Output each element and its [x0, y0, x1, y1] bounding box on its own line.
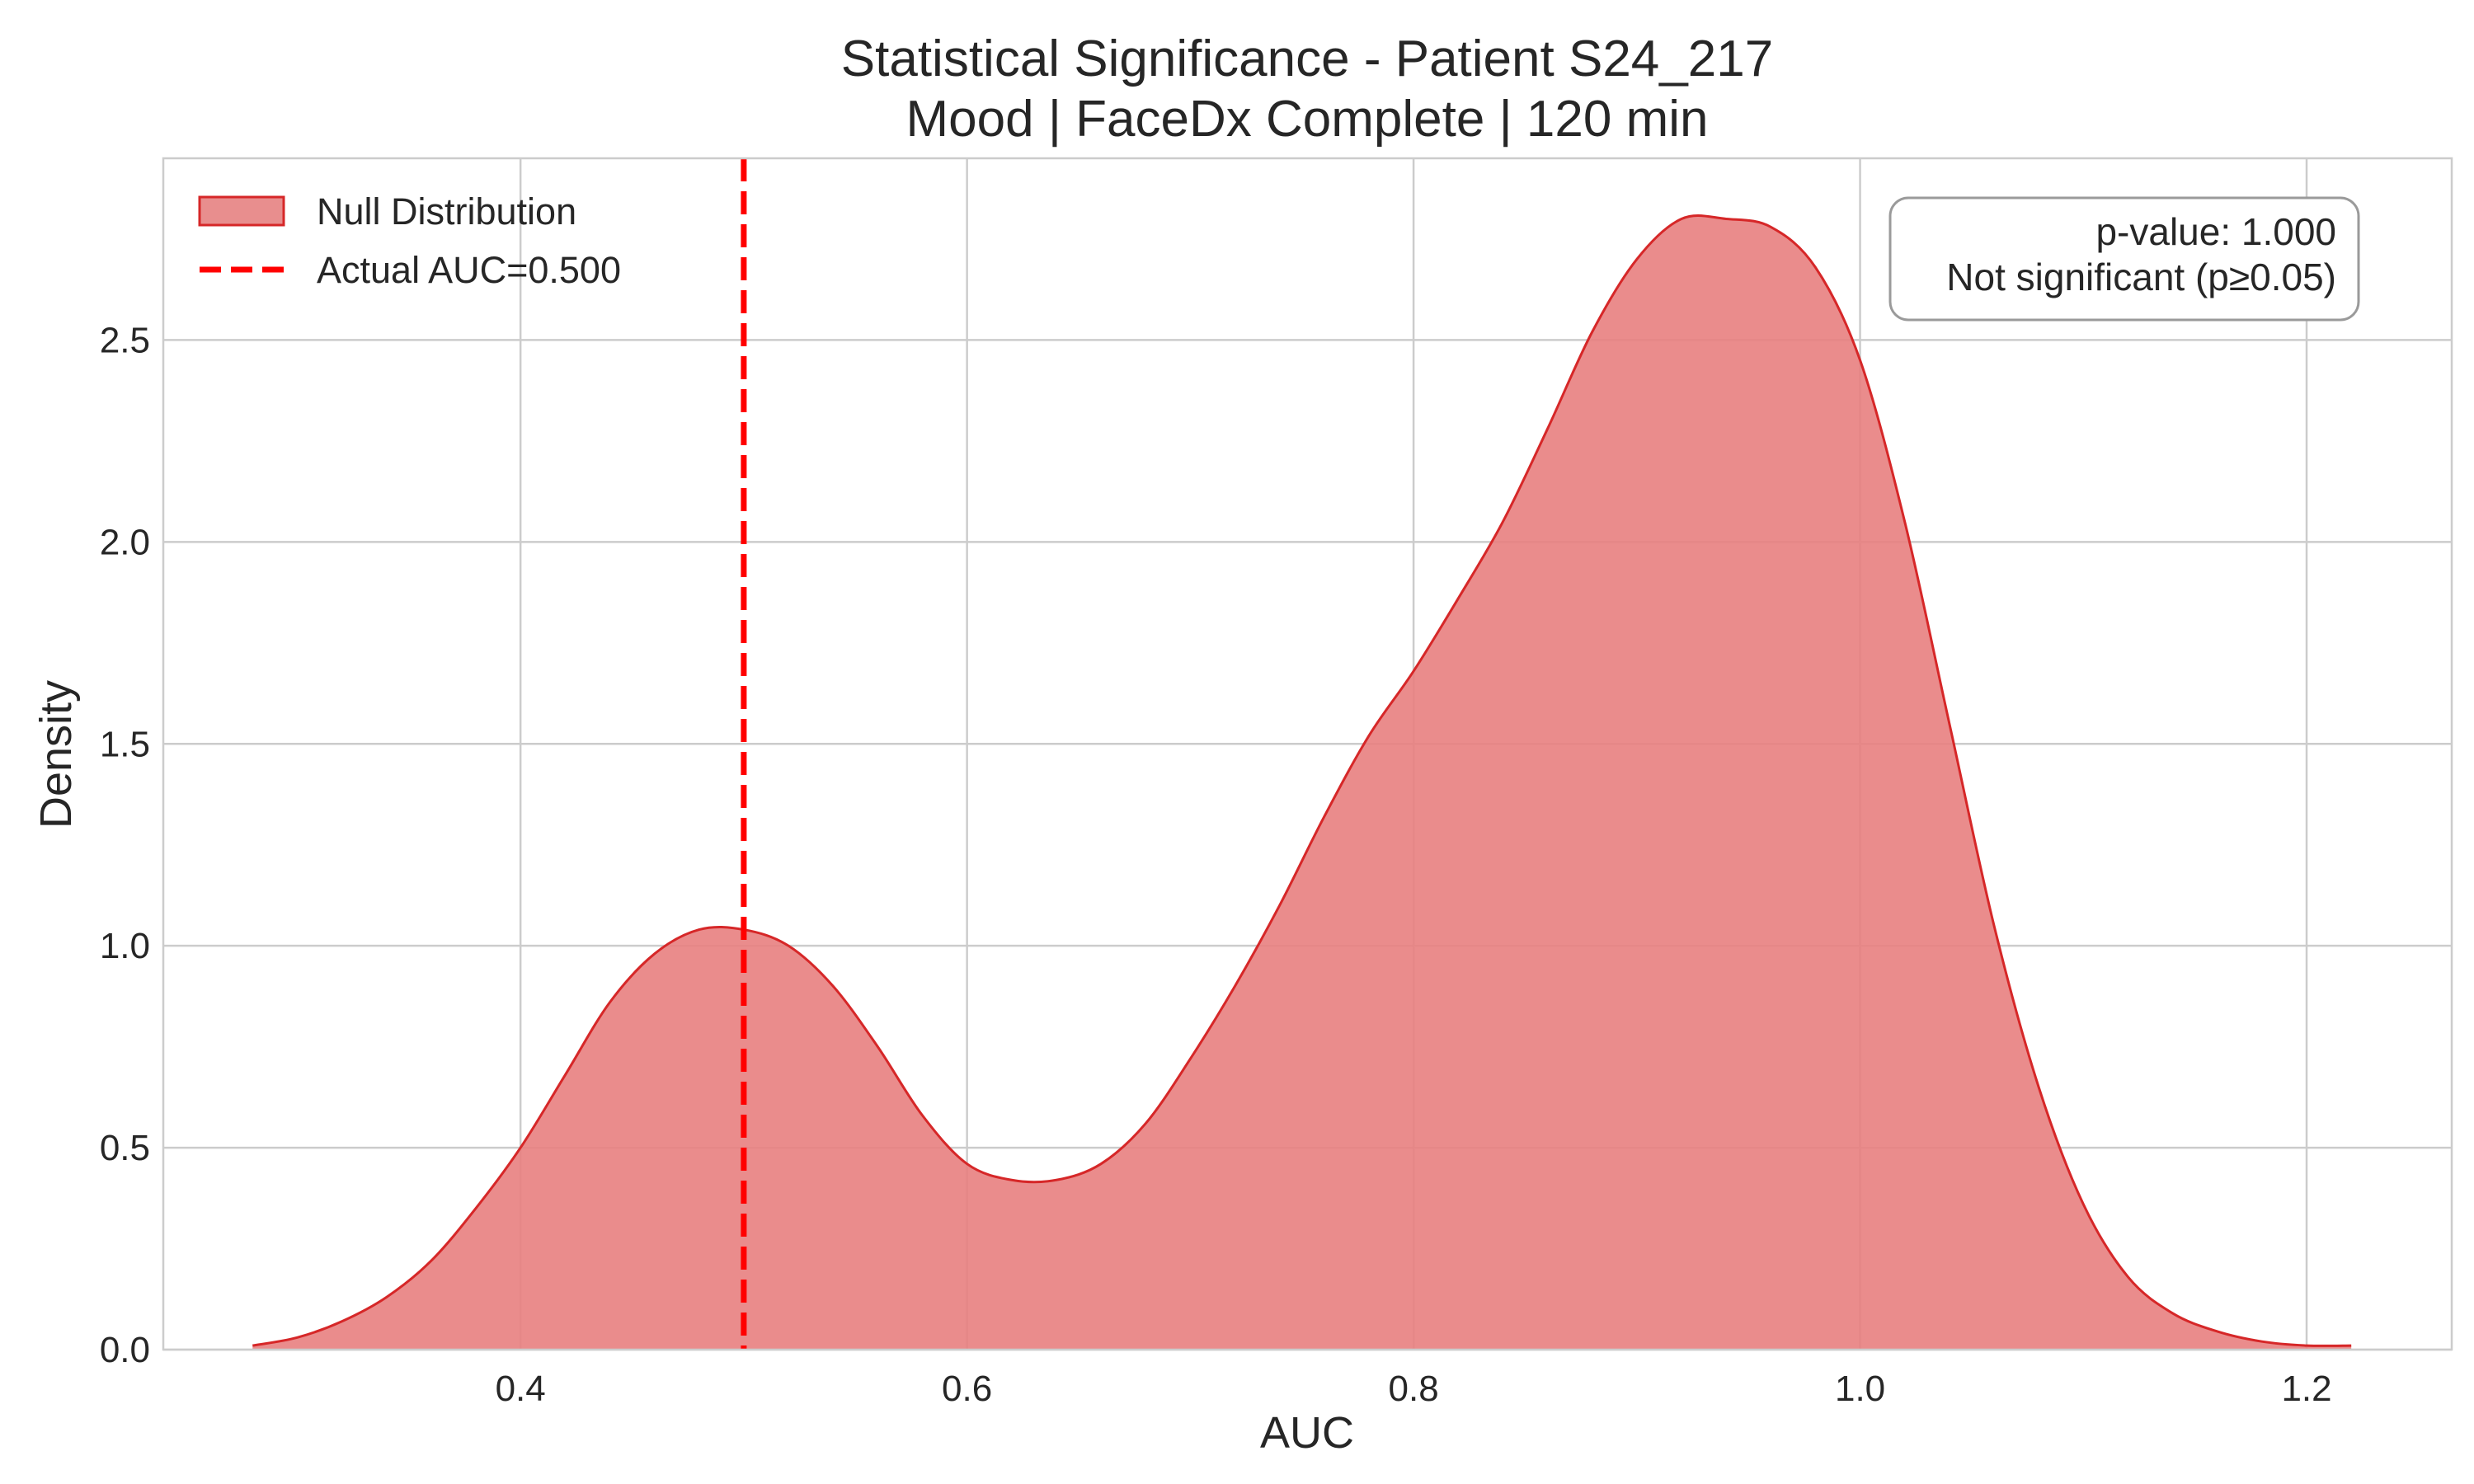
y-axis-label: Density — [31, 680, 81, 829]
y-tick-labels: 0.0 0.5 1.0 1.5 2.0 2.5 — [100, 320, 150, 1370]
axes-border — [162, 157, 2453, 1351]
y-tick-label: 1.0 — [100, 926, 150, 966]
axes-frame — [162, 157, 2453, 1351]
legend-null-distribution-swatch — [198, 195, 285, 227]
x-tick-label: 1.0 — [1835, 1369, 1885, 1409]
chart-title: Statistical Significance - Patient S24_2… — [841, 31, 1773, 87]
legend-actual-auc-label: Actual AUC=0.500 — [317, 249, 621, 291]
legend-null-distribution-label: Null Distribution — [317, 190, 576, 232]
x-tick-label: 0.8 — [1389, 1369, 1439, 1409]
x-axis-label: AUC — [1260, 1408, 1354, 1458]
null-distribution-curve — [252, 214, 2352, 1347]
series-group — [252, 158, 2352, 1350]
x-tick-labels: 0.4 0.6 0.8 1.0 1.2 — [496, 1369, 2332, 1409]
y-tick-label: 2.0 — [100, 522, 150, 562]
x-tick-label: 0.6 — [942, 1369, 992, 1409]
x-tick-label: 1.2 — [2281, 1369, 2331, 1409]
significance-text: Not significant (p≥0.05) — [1946, 256, 2336, 298]
stat-annotation-box — [1888, 196, 2360, 322]
y-tick-label: 2.5 — [100, 320, 150, 360]
y-tick-label: 0.0 — [100, 1330, 150, 1370]
x-tick-label: 0.4 — [496, 1369, 546, 1409]
chart-subtitle: Mood | FaceDx Complete | 120 min — [906, 91, 1709, 148]
y-tick-label: 1.5 — [100, 724, 150, 764]
legend: Null Distribution Actual AUC=0.500 — [198, 190, 621, 291]
null-distribution-area — [252, 215, 2352, 1350]
stat-annotation: p-value: 1.000 Not significant (p≥0.05) — [1888, 196, 2360, 322]
p-value-text: p-value: 1.000 — [2095, 210, 2336, 253]
y-tick-label: 0.5 — [100, 1128, 150, 1168]
